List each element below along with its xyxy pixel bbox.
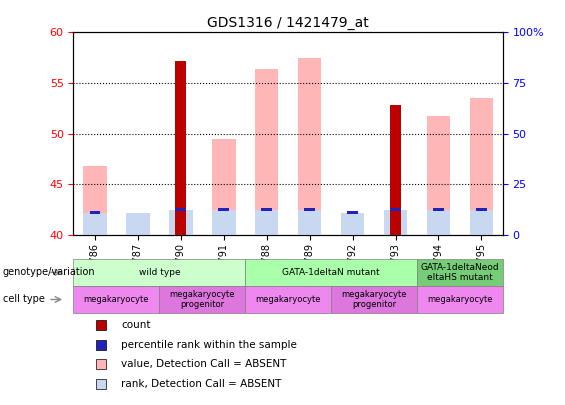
Bar xyxy=(384,209,407,235)
Bar xyxy=(427,209,450,235)
Bar xyxy=(255,69,279,235)
Bar xyxy=(255,209,279,235)
Bar xyxy=(83,166,107,235)
Bar xyxy=(433,208,444,211)
Bar xyxy=(83,213,107,235)
Bar xyxy=(427,116,450,235)
Text: megakaryocyte
progenitor: megakaryocyte progenitor xyxy=(341,290,407,309)
Bar xyxy=(298,209,321,235)
Text: megakaryocyte: megakaryocyte xyxy=(427,295,493,304)
Bar xyxy=(212,139,236,235)
Text: value, Detection Call = ABSENT: value, Detection Call = ABSENT xyxy=(121,359,287,369)
Text: megakaryocyte
progenitor: megakaryocyte progenitor xyxy=(170,290,235,309)
Bar xyxy=(212,209,236,235)
Bar xyxy=(305,208,315,211)
Bar xyxy=(347,211,358,214)
Bar xyxy=(341,215,364,235)
Bar xyxy=(90,211,100,214)
Text: genotype/variation: genotype/variation xyxy=(3,267,95,277)
Bar xyxy=(341,213,364,235)
Bar xyxy=(176,208,186,211)
Bar xyxy=(470,209,493,235)
Text: count: count xyxy=(121,320,151,330)
Bar xyxy=(262,208,272,211)
Bar xyxy=(169,209,193,235)
Text: rank, Detection Call = ABSENT: rank, Detection Call = ABSENT xyxy=(121,379,282,389)
Text: GATA-1deltaN mutant: GATA-1deltaN mutant xyxy=(282,268,380,277)
Text: percentile rank within the sample: percentile rank within the sample xyxy=(121,340,297,350)
Bar xyxy=(390,105,401,235)
Text: GATA-1deltaNeod
eltaHS mutant: GATA-1deltaNeod eltaHS mutant xyxy=(420,263,499,282)
Text: cell type: cell type xyxy=(3,294,45,305)
Bar xyxy=(384,209,407,235)
Bar xyxy=(169,209,193,235)
Bar xyxy=(298,58,321,235)
Bar xyxy=(219,208,229,211)
Bar xyxy=(176,61,186,235)
Title: GDS1316 / 1421479_at: GDS1316 / 1421479_at xyxy=(207,16,369,30)
Text: wild type: wild type xyxy=(138,268,180,277)
Bar xyxy=(126,217,150,235)
Text: megakaryocyte: megakaryocyte xyxy=(84,295,149,304)
Text: megakaryocyte: megakaryocyte xyxy=(255,295,321,304)
Bar xyxy=(126,213,150,235)
Bar xyxy=(390,208,401,211)
Bar xyxy=(476,208,486,211)
Bar xyxy=(470,98,493,235)
